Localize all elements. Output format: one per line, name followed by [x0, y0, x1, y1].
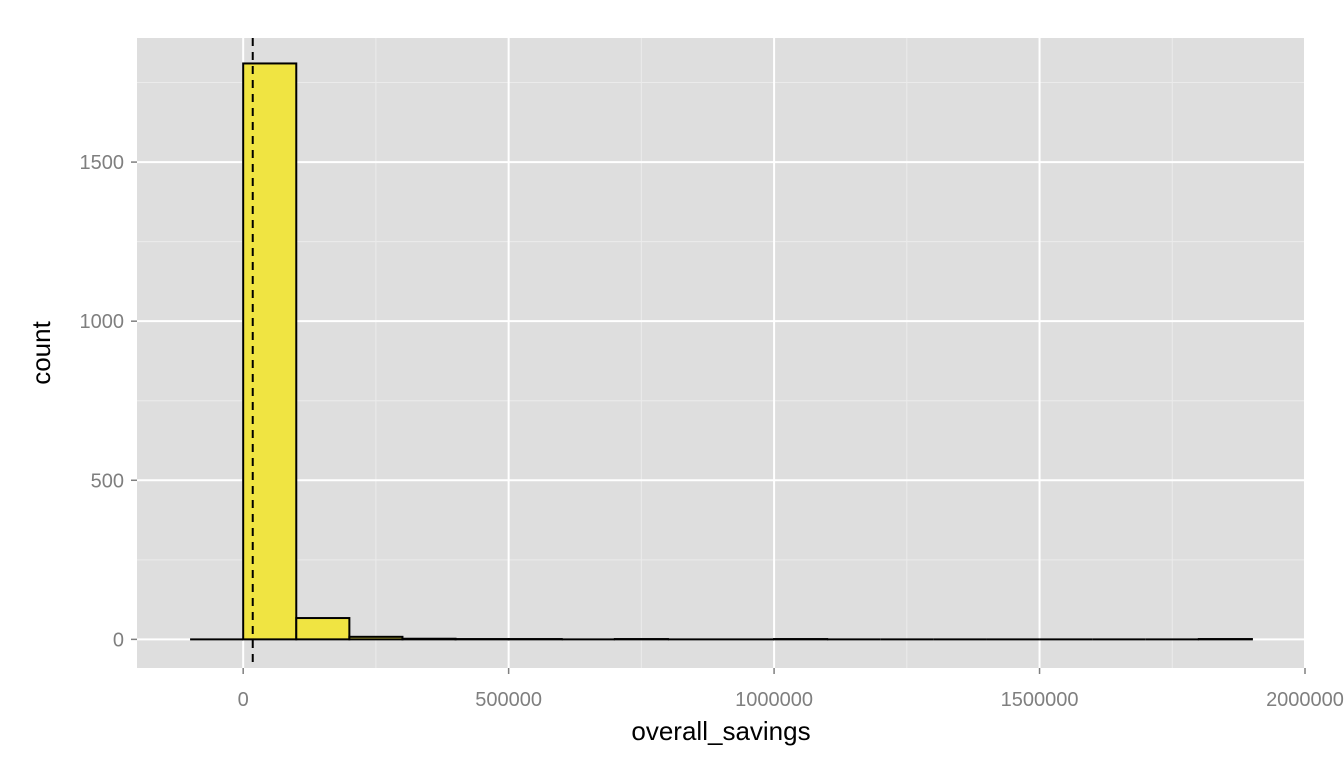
y-axis-tick-labels: 0 500 1000 1500	[80, 152, 125, 651]
x-tick-label: 1000000	[735, 689, 813, 711]
y-tick-label: 0	[113, 629, 124, 651]
x-tick-label: 2000000	[1266, 689, 1344, 711]
histogram-bar	[242, 62, 298, 641]
histogram-bar	[401, 637, 457, 641]
x-tick-label: 1500000	[1001, 689, 1079, 711]
y-tick-label: 1000	[80, 311, 125, 333]
x-tick-label: 0	[238, 689, 249, 711]
histogram-bar	[348, 635, 404, 641]
histogram-bar	[295, 617, 351, 641]
axis-ticks	[131, 161, 1306, 674]
x-axis-title: overall_savings	[631, 716, 810, 746]
y-axis-title: count	[26, 320, 56, 384]
x-axis-tick-labels: 0 500000 1000000 1500000 2000000	[238, 689, 1344, 711]
plot-panel	[137, 38, 1305, 668]
minor-gridlines	[137, 38, 1305, 668]
x-tick-label: 500000	[475, 689, 542, 711]
y-tick-label: 1500	[80, 152, 125, 174]
y-tick-label: 500	[91, 470, 124, 492]
